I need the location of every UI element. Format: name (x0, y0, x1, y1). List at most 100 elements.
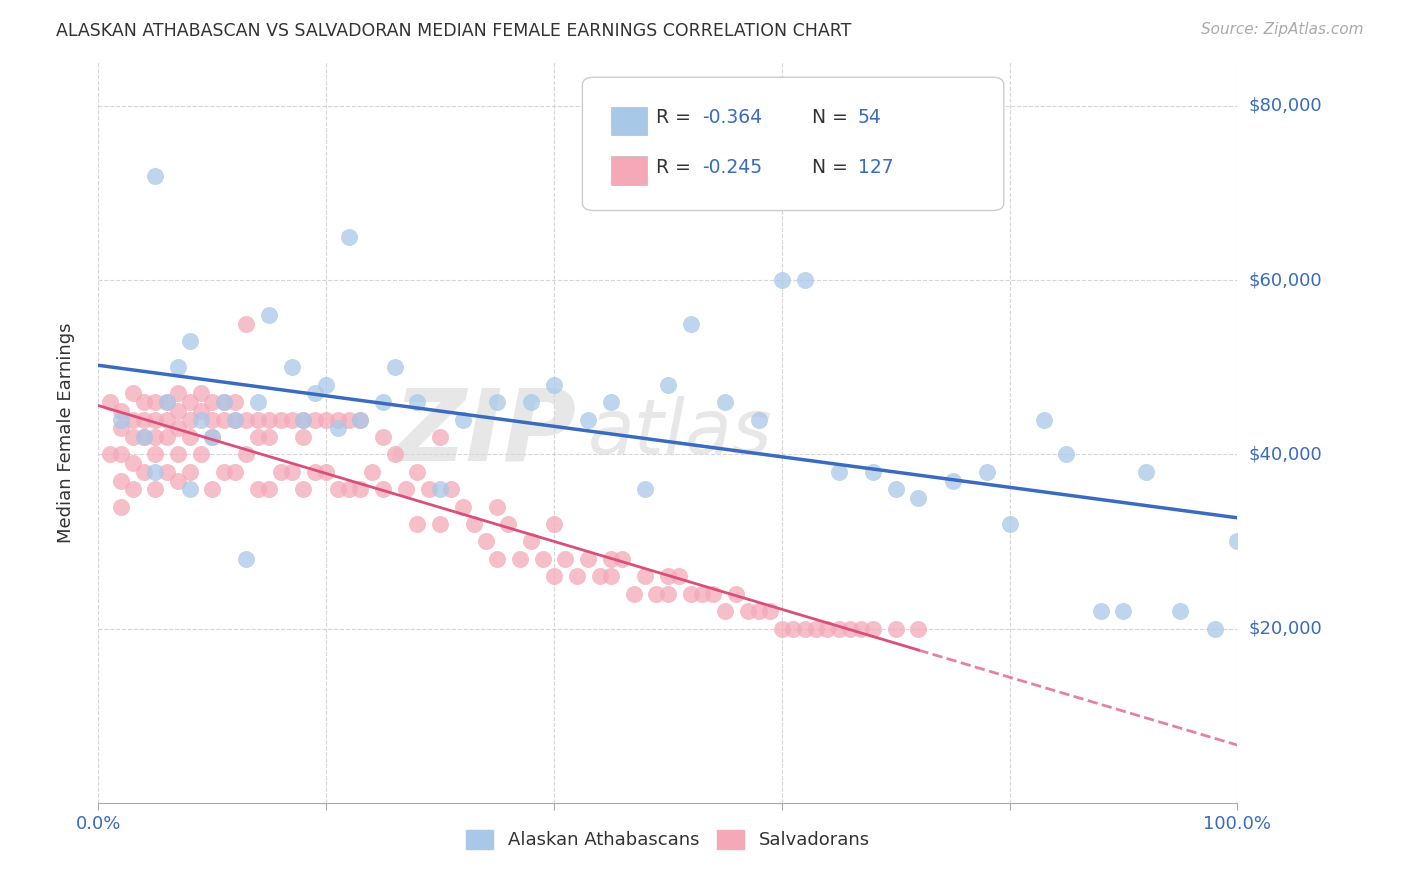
Point (145, 482, 167, 496)
Point (246, 412, 269, 426)
Point (224, 395, 246, 409)
Point (612, 552, 634, 566)
Point (270, 412, 292, 426)
Point (292, 412, 315, 426)
Point (246, 395, 269, 409)
Point (349, 412, 371, 426)
Point (337, 482, 360, 496)
Point (167, 360, 190, 375)
Point (167, 404, 190, 418)
Text: $20,000: $20,000 (1249, 620, 1322, 638)
Point (770, 622, 793, 636)
Point (543, 377, 565, 392)
Point (132, 412, 155, 426)
Point (418, 482, 440, 496)
Point (429, 517, 451, 532)
Point (190, 447, 212, 461)
Text: 127: 127 (858, 158, 894, 178)
Point (1135, 465, 1157, 479)
Point (440, 482, 463, 496)
Point (600, 552, 623, 566)
Point (201, 430, 224, 444)
Point (212, 465, 235, 479)
Point (1170, 604, 1192, 618)
Point (1054, 447, 1078, 461)
Point (179, 412, 201, 426)
Point (679, 587, 702, 601)
Point (145, 169, 167, 183)
Point (759, 604, 782, 618)
Point (714, 395, 737, 409)
Point (121, 482, 143, 496)
Point (406, 395, 429, 409)
Text: R =: R = (657, 109, 697, 128)
Point (429, 482, 451, 496)
Point (702, 587, 724, 601)
Point (110, 474, 132, 488)
Point (1090, 604, 1112, 618)
Point (156, 412, 179, 426)
Point (486, 500, 509, 514)
Point (657, 569, 679, 583)
Point (623, 587, 645, 601)
Point (907, 622, 929, 636)
Point (224, 412, 246, 426)
Point (292, 482, 315, 496)
Point (201, 482, 224, 496)
Point (190, 404, 212, 418)
Point (384, 447, 406, 461)
Point (531, 552, 554, 566)
Point (132, 430, 155, 444)
Point (770, 273, 793, 287)
Point (576, 552, 599, 566)
Point (1226, 534, 1249, 549)
Point (304, 465, 326, 479)
Point (862, 622, 884, 636)
Point (668, 569, 690, 583)
Point (429, 430, 451, 444)
Point (815, 622, 838, 636)
Point (907, 491, 929, 505)
Point (782, 622, 804, 636)
Point (156, 430, 179, 444)
Point (942, 474, 965, 488)
Point (395, 482, 418, 496)
Point (793, 273, 815, 287)
Point (145, 447, 167, 461)
FancyBboxPatch shape (582, 78, 1004, 211)
Text: $40,000: $40,000 (1249, 445, 1322, 464)
Point (167, 474, 190, 488)
FancyBboxPatch shape (612, 106, 647, 135)
Point (657, 587, 679, 601)
Point (121, 386, 143, 401)
Point (110, 447, 132, 461)
Point (132, 465, 155, 479)
Point (315, 377, 337, 392)
Point (98, 395, 121, 409)
Point (259, 430, 281, 444)
Point (634, 482, 657, 496)
Point (326, 482, 349, 496)
Point (246, 482, 269, 496)
Point (132, 430, 155, 444)
Point (851, 622, 873, 636)
Point (145, 412, 167, 426)
Point (235, 412, 257, 426)
Point (110, 500, 132, 514)
Point (326, 412, 349, 426)
Point (714, 604, 737, 618)
Point (828, 465, 851, 479)
Point (828, 622, 851, 636)
Point (292, 430, 315, 444)
Point (190, 386, 212, 401)
Text: $80,000: $80,000 (1249, 97, 1322, 115)
Point (737, 604, 759, 618)
Point (201, 412, 224, 426)
Point (326, 421, 349, 435)
Point (110, 421, 132, 435)
Point (315, 465, 337, 479)
Text: -0.364: -0.364 (702, 109, 762, 128)
Point (520, 395, 543, 409)
Point (246, 430, 269, 444)
Point (588, 569, 610, 583)
